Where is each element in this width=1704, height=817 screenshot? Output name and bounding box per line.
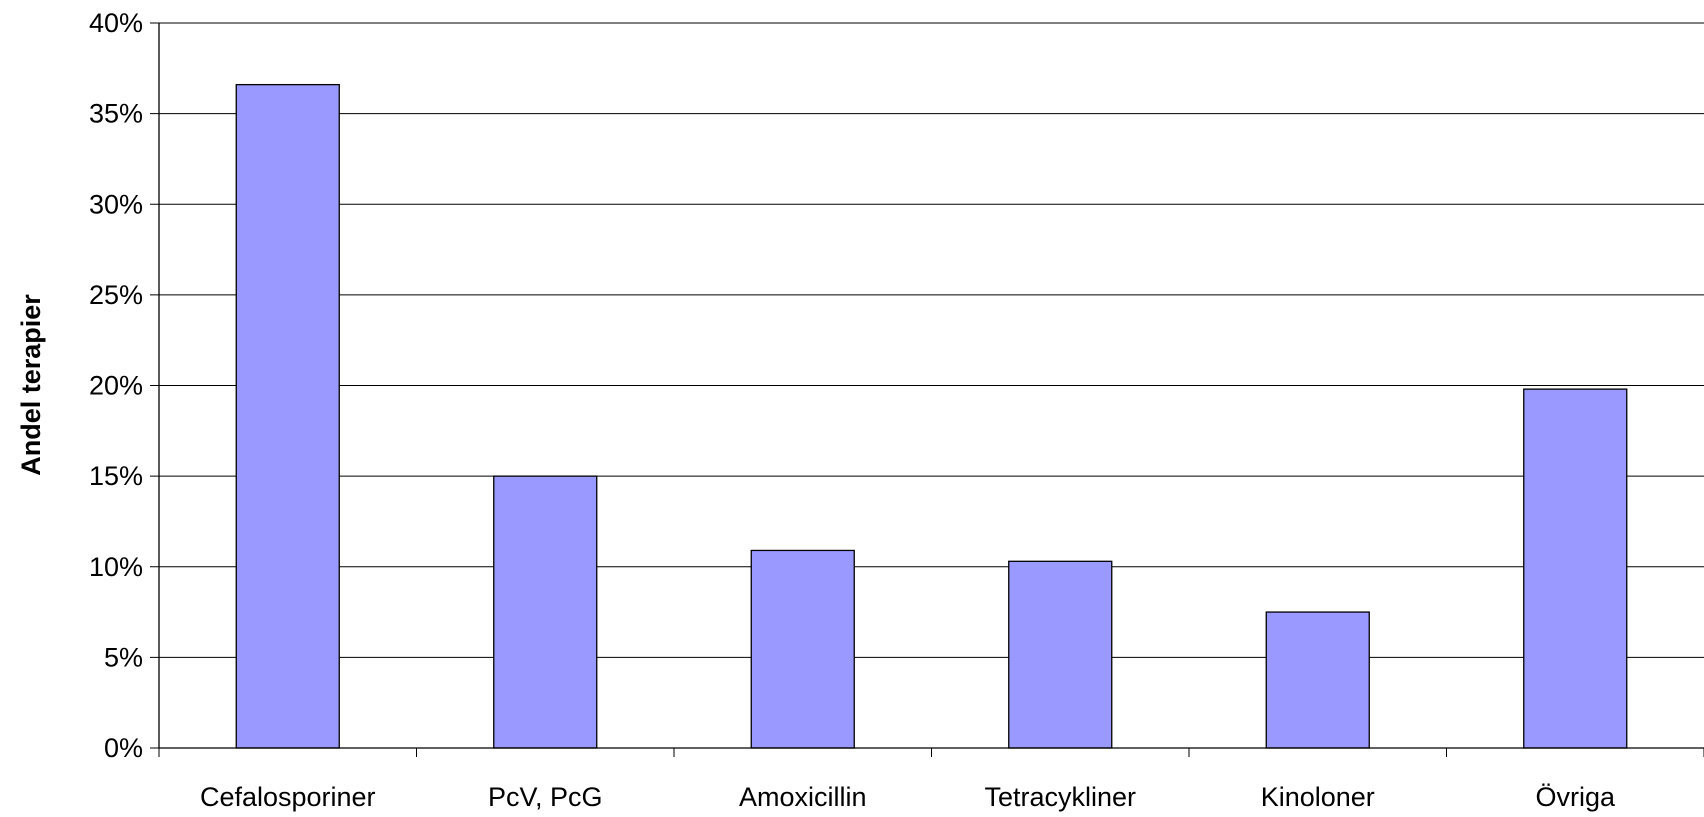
x-tick-label: Kinoloner <box>1261 782 1375 812</box>
y-tick-label: 20% <box>89 371 143 401</box>
y-tick-label: 10% <box>89 552 143 582</box>
y-axis-title: Andel terapier <box>16 294 46 476</box>
bar-pcv-pcg <box>493 475 598 749</box>
bar-kinoloner <box>1265 611 1370 749</box>
y-tick-label: 15% <box>89 461 143 491</box>
y-tick-label: 0% <box>104 733 143 763</box>
bar-cefalosporiner <box>235 83 340 749</box>
x-tick-label: Amoxicillin <box>739 782 867 812</box>
y-tick-label: 40% <box>89 8 143 38</box>
y-tick-label: 5% <box>104 642 143 672</box>
y-tick-label: 25% <box>89 280 143 310</box>
x-tick-label: Tetracykliner <box>984 782 1136 812</box>
gridlines <box>159 22 1704 658</box>
y-tick-labels: 0% 5% 10% 15% 20% 25% 30% 35% 40% <box>89 8 143 763</box>
y-tick-label: 30% <box>89 189 143 219</box>
bar-amoxicillin <box>750 549 855 749</box>
y-tick-label: 35% <box>89 99 143 129</box>
x-tick-label: PcV, PcG <box>488 782 603 812</box>
x-tick-label: Övriga <box>1535 782 1616 812</box>
x-tick-label: Cefalosporiner <box>200 782 376 812</box>
bar-tetracykliner <box>1008 560 1113 749</box>
bars <box>235 83 1628 749</box>
x-tick-labels: Cefalosporiner PcV, PcG Amoxicillin Tetracy… <box>200 782 1616 812</box>
axes <box>150 22 1704 757</box>
bar-vriga <box>1523 388 1628 749</box>
